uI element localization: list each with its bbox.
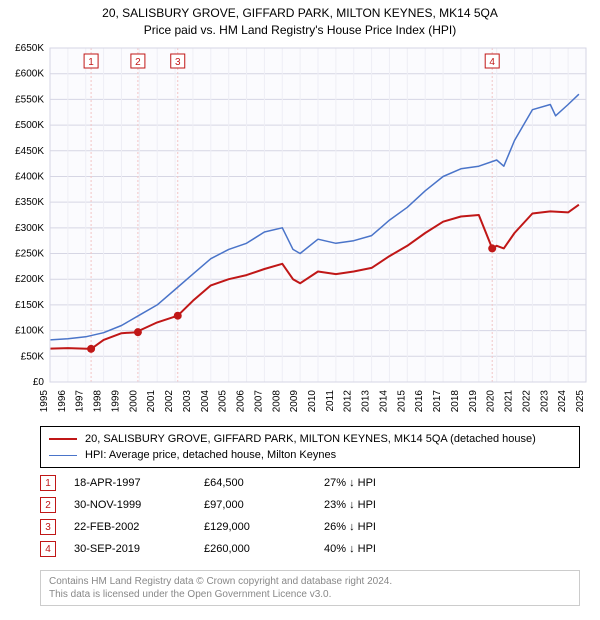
y-tick-label: £400K: [15, 171, 44, 182]
legend-swatch: [49, 455, 77, 456]
y-tick-label: £550K: [15, 94, 44, 105]
sales-table: 1 18-APR-1997£64,50027% ↓ HPI 2 30-NOV-1999…: [40, 472, 562, 560]
y-tick-label: £100K: [15, 326, 44, 337]
sale-marker-num: 1: [88, 57, 94, 68]
x-tick-label: 2024: [557, 390, 568, 413]
x-tick-label: 2001: [146, 390, 157, 413]
sale-row: 3 22-FEB-2002£129,00026% ↓ HPI: [40, 516, 562, 538]
x-tick-label: 2002: [164, 390, 175, 413]
sale-date: 30-NOV-1999: [74, 499, 204, 511]
y-tick-label: £150K: [15, 300, 44, 311]
sale-row-marker: 2: [40, 497, 56, 513]
sale-row-marker: 1: [40, 475, 56, 491]
y-tick-label: £450K: [15, 146, 44, 157]
x-tick-label: 2004: [200, 390, 211, 413]
y-tick-label: £0: [33, 377, 45, 388]
x-tick-label: 2010: [307, 390, 318, 413]
x-tick-label: 2017: [432, 390, 443, 413]
y-tick-label: £250K: [15, 249, 44, 260]
y-tick-label: £300K: [15, 223, 44, 234]
legend-row: HPI: Average price, detached house, Milt…: [49, 447, 571, 463]
x-tick-label: 2007: [253, 390, 264, 413]
x-tick-label: 2009: [289, 390, 300, 413]
chart-titles: 20, SALISBURY GROVE, GIFFARD PARK, MILTO…: [0, 0, 600, 37]
sale-pct: 40% ↓ HPI: [324, 543, 474, 555]
x-tick-label: 2023: [539, 390, 550, 413]
legend-swatch: [49, 438, 77, 440]
x-tick-label: 2012: [343, 390, 354, 413]
sale-price: £97,000: [204, 499, 324, 511]
title-main: 20, SALISBURY GROVE, GIFFARD PARK, MILTO…: [0, 6, 600, 20]
x-tick-label: 2025: [575, 390, 586, 413]
legend-row: 20, SALISBURY GROVE, GIFFARD PARK, MILTO…: [49, 431, 571, 447]
x-tick-label: 2020: [486, 390, 497, 413]
chart-svg: £0 £50K £100K £150K £200K £250K £300K £350K £400…: [8, 44, 592, 414]
sale-price: £260,000: [204, 543, 324, 555]
x-tick-label: 1999: [110, 390, 121, 413]
x-tick-label: 2014: [378, 390, 389, 413]
legend-label: HPI: Average price, detached house, Milt…: [85, 449, 336, 461]
x-tick-label: 2008: [271, 390, 282, 413]
x-tick-label: 2022: [521, 390, 532, 413]
x-tick-label: 2005: [218, 390, 229, 413]
legend: 20, SALISBURY GROVE, GIFFARD PARK, MILTO…: [40, 426, 580, 468]
sale-date: 22-FEB-2002: [74, 521, 204, 533]
x-tick-label: 2003: [182, 390, 193, 413]
sale-pct: 23% ↓ HPI: [324, 499, 474, 511]
x-tick-label: 2015: [396, 390, 407, 413]
x-tick-label: 1998: [93, 390, 104, 413]
legend-label: 20, SALISBURY GROVE, GIFFARD PARK, MILTO…: [85, 433, 536, 445]
sale-row: 1 18-APR-1997£64,50027% ↓ HPI: [40, 472, 562, 494]
y-tick-label: £50K: [21, 351, 45, 362]
x-tick-label: 2021: [504, 390, 515, 413]
x-tick-label: 2006: [236, 390, 247, 413]
x-tick-label: 1995: [39, 390, 50, 413]
sale-row: 2 30-NOV-1999£97,00023% ↓ HPI: [40, 494, 562, 516]
y-tick-label: £500K: [15, 120, 44, 131]
x-tick-label: 2019: [468, 390, 479, 413]
sale-price: £64,500: [204, 477, 324, 489]
x-tick-label: 1997: [75, 390, 86, 413]
footer: Contains HM Land Registry data © Crown c…: [40, 570, 580, 606]
y-tick-label: £600K: [15, 69, 44, 80]
sale-date: 18-APR-1997: [74, 477, 204, 489]
sale-marker-num: 4: [489, 57, 495, 68]
x-tick-label: 2016: [414, 390, 425, 413]
sale-row-marker: 4: [40, 541, 56, 557]
y-tick-label: £200K: [15, 274, 44, 285]
y-tick-label: £650K: [15, 44, 44, 54]
sale-marker-num: 2: [135, 57, 141, 68]
page: { "title": { "line1": "20, SALISBURY GRO…: [0, 0, 600, 620]
x-tick-label: 2013: [361, 390, 372, 413]
sale-row-marker: 3: [40, 519, 56, 535]
sale-date: 30-SEP-2019: [74, 543, 204, 555]
footer-line2: This data is licensed under the Open Gov…: [49, 588, 571, 601]
x-tick-label: 2000: [128, 390, 139, 413]
y-tick-label: £350K: [15, 197, 44, 208]
sale-price: £129,000: [204, 521, 324, 533]
sale-row: 4 30-SEP-2019£260,00040% ↓ HPI: [40, 538, 562, 560]
sale-marker-num: 3: [175, 57, 181, 68]
sale-pct: 26% ↓ HPI: [324, 521, 474, 533]
title-sub: Price paid vs. HM Land Registry's House …: [0, 23, 600, 37]
x-tick-label: 1996: [57, 390, 68, 413]
x-tick-label: 2011: [325, 390, 336, 412]
footer-line1: Contains HM Land Registry data © Crown c…: [49, 575, 571, 588]
x-tick-label: 2018: [450, 390, 461, 413]
chart: £0 £50K £100K £150K £200K £250K £300K £350K £400…: [8, 44, 592, 414]
sale-pct: 27% ↓ HPI: [324, 477, 474, 489]
